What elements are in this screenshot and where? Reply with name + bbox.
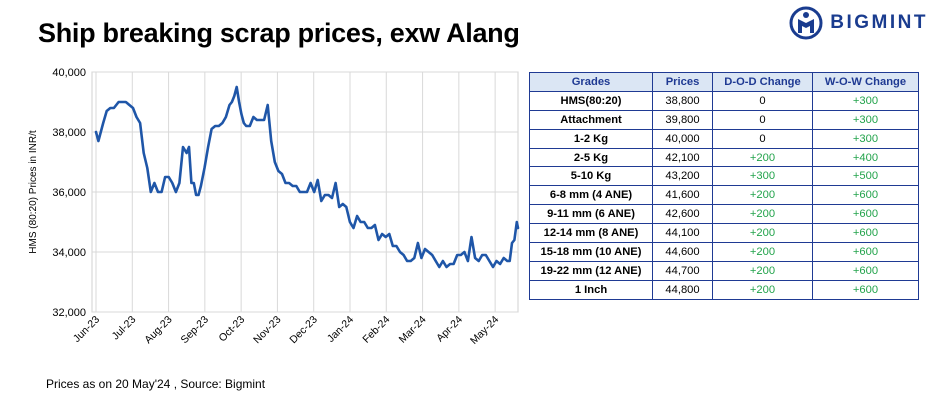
- y-tick-label: 36,000: [52, 187, 86, 199]
- grade-cell: 2-5 Kg: [529, 147, 653, 168]
- table-row: 12-14 mm (8 ANE) 44,100 +200 +600: [529, 223, 919, 244]
- grade-cell: 15-18 mm (10 ANE): [529, 242, 653, 262]
- x-tick-label: Oct-23: [216, 314, 247, 345]
- grade-cell: 6-8 mm (4 ANE): [529, 185, 653, 206]
- grade-cell: 12-14 mm (8 ANE): [529, 223, 653, 244]
- x-tick-label: Mar-24: [397, 314, 429, 346]
- wow-change-cell: +600: [812, 204, 919, 225]
- x-tick-label: Sep-23: [179, 314, 212, 347]
- table-row: 9-11 mm (6 ANE) 42,600 +200 +600: [529, 204, 919, 225]
- dod-change-cell: +200: [712, 185, 813, 206]
- dod-change-cell: +200: [712, 279, 813, 300]
- table-row: 5-10 Kg 43,200 +300 +500: [529, 166, 919, 187]
- column-header-grades: Grades: [529, 72, 653, 92]
- y-tick-label: 40,000: [52, 67, 86, 79]
- table-row: 19-22 mm (12 ANE) 44,700 +200 +600: [529, 260, 919, 281]
- grade-cell: 5-10 Kg: [529, 166, 653, 187]
- table-row: 1-2 Kg 40,000 0 +300: [529, 128, 919, 149]
- dod-change-cell: +300: [712, 166, 813, 187]
- series-line-hms: [94, 85, 520, 269]
- price-cell: 44,800: [652, 279, 713, 300]
- wow-change-cell: +500: [812, 166, 919, 187]
- footnote: Prices as on 20 May'24 , Source: Bigmint: [46, 377, 266, 391]
- wow-change-cell: +600: [812, 242, 919, 262]
- dod-change-cell: +200: [712, 260, 813, 281]
- wow-change-cell: +600: [812, 185, 919, 206]
- dod-change-cell: 0: [712, 90, 813, 111]
- x-tick-label: Jul-23: [110, 314, 139, 343]
- table-row: 15-18 mm (10 ANE) 44,600 +200 +600: [529, 242, 919, 262]
- price-cell: 39,800: [652, 109, 713, 130]
- y-tick-label: 32,000: [52, 307, 86, 319]
- x-tick-label: Nov-23: [251, 314, 284, 347]
- x-tick-label: Dec-23: [287, 314, 320, 347]
- dod-change-cell: 0: [712, 109, 813, 130]
- grade-cell: 1 Inch: [529, 279, 653, 300]
- dod-change-cell: +200: [712, 204, 813, 225]
- dod-change-cell: +200: [712, 223, 813, 244]
- dod-change-cell: +200: [712, 242, 813, 262]
- price-cell: 44,600: [652, 242, 713, 262]
- price-cell: 43,200: [652, 166, 713, 187]
- brand-name: BIGMINT: [830, 12, 928, 33]
- grade-cell: HMS(80:20): [529, 90, 653, 111]
- grade-cell: 9-11 mm (6 ANE): [529, 204, 653, 225]
- brand-logo: BIGMINT: [786, 6, 928, 40]
- table-row: Attachment 39,800 0 +300: [529, 109, 919, 130]
- column-header-dod: D-O-D Change: [712, 72, 813, 92]
- bigmint-logo-icon: [789, 6, 823, 40]
- y-tick-label: 34,000: [52, 247, 86, 259]
- table-row: 6-8 mm (4 ANE) 41,600 +200 +600: [529, 185, 919, 206]
- column-header-prices: Prices: [652, 72, 713, 92]
- table-row: 1 Inch 44,800 +200 +600: [529, 279, 919, 300]
- grade-cell: 19-22 mm (12 ANE): [529, 260, 653, 281]
- table-row: HMS(80:20) 38,800 0 +300: [529, 90, 919, 111]
- wow-change-cell: +300: [812, 128, 919, 149]
- page-title: Ship breaking scrap prices, exw Alang: [38, 18, 520, 48]
- x-tick-label: Aug-23: [142, 314, 175, 347]
- price-cell: 44,700: [652, 260, 713, 281]
- wow-change-cell: +300: [812, 109, 919, 130]
- y-tick-label: 38,000: [52, 127, 86, 139]
- wow-change-cell: +300: [812, 90, 919, 111]
- y-axis-label: HMS (80:20) Prices in INR/t: [28, 130, 39, 254]
- price-cell: 40,000: [652, 128, 713, 149]
- price-cell: 44,100: [652, 223, 713, 244]
- price-table: Grades Prices D-O-D Change W-O-W Change …: [529, 72, 919, 300]
- x-tick-label: Jan-24: [325, 314, 356, 345]
- grade-cell: Attachment: [529, 109, 653, 130]
- wow-change-cell: +400: [812, 147, 919, 168]
- x-tick-label: May-24: [468, 314, 501, 347]
- price-cell: 38,800: [652, 90, 713, 111]
- column-header-wow: W-O-W Change: [812, 72, 919, 92]
- price-cell: 42,100: [652, 147, 713, 168]
- x-tick-label: Apr-24: [434, 314, 465, 345]
- price-cell: 41,600: [652, 185, 713, 206]
- wow-change-cell: +600: [812, 223, 919, 244]
- x-tick-label: Feb-24: [360, 314, 392, 346]
- dod-change-cell: +200: [712, 147, 813, 168]
- grade-cell: 1-2 Kg: [529, 128, 653, 149]
- wow-change-cell: +600: [812, 260, 919, 281]
- dod-change-cell: 0: [712, 128, 813, 149]
- table-header-row: Grades Prices D-O-D Change W-O-W Change: [529, 72, 919, 92]
- table-row: 2-5 Kg 42,100 +200 +400: [529, 147, 919, 168]
- price-cell: 42,600: [652, 204, 713, 225]
- wow-change-cell: +600: [812, 279, 919, 300]
